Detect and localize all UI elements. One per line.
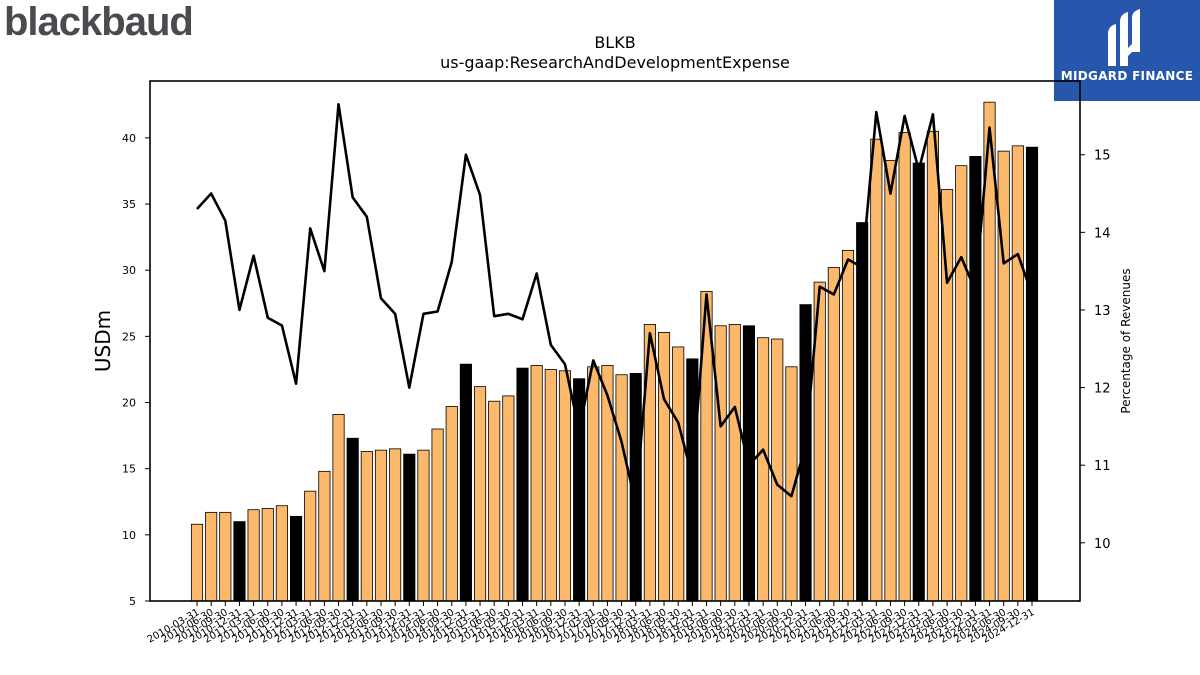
bar — [587, 366, 600, 602]
plot-frame — [149, 80, 1081, 602]
bar — [431, 428, 444, 602]
bar — [1025, 146, 1039, 602]
bar — [799, 304, 812, 602]
y-tick-label: 15 — [122, 463, 136, 476]
bar — [318, 470, 331, 602]
percentage-line — [196, 102, 1034, 506]
y-tick-label: 20 — [122, 397, 136, 410]
bar — [714, 325, 727, 602]
bar — [417, 449, 430, 602]
bar — [403, 453, 416, 602]
bar — [601, 365, 614, 602]
bar — [332, 414, 345, 602]
y-tick-label: 35 — [122, 198, 136, 211]
y2-tick-label: 12 — [1094, 382, 1111, 397]
bar — [502, 395, 515, 602]
bar — [190, 523, 204, 602]
y2-tick-label: 11 — [1094, 459, 1111, 474]
bar — [558, 370, 572, 602]
bar — [516, 367, 529, 602]
bar — [219, 511, 232, 602]
bar — [445, 406, 458, 602]
midgard-logo-icon — [1108, 9, 1140, 66]
bar — [374, 449, 388, 602]
bar — [233, 521, 246, 602]
bar — [856, 222, 869, 602]
bar — [205, 511, 218, 602]
bar — [686, 358, 699, 602]
bar — [360, 451, 373, 602]
y-tick-label: 25 — [122, 330, 136, 343]
bar — [473, 386, 487, 602]
bar — [757, 337, 770, 602]
bar — [898, 132, 911, 602]
bar — [275, 505, 288, 602]
y-tick-label: 30 — [122, 264, 136, 277]
axes: 5101520253035401011121314152010-03-31201… — [122, 80, 1111, 646]
y-axis-label: USDm — [91, 310, 115, 372]
bar — [912, 162, 925, 602]
y-tick-label: 5 — [129, 595, 136, 608]
bar — [969, 156, 982, 602]
y-tick-label: 10 — [122, 529, 136, 542]
bar — [389, 448, 402, 602]
bar — [346, 437, 359, 602]
bar — [728, 324, 741, 602]
bar — [884, 159, 897, 602]
bar — [941, 189, 954, 602]
bar — [530, 365, 543, 602]
bar — [827, 267, 840, 602]
bar — [488, 400, 501, 602]
bar — [672, 346, 685, 602]
bar — [1011, 145, 1024, 602]
bar — [955, 165, 968, 602]
chart-subtitle: us-gaap:ResearchAndDevelopmentExpense — [440, 53, 790, 72]
y2-tick-label: 15 — [1094, 149, 1111, 164]
midgard-finance-label: MIDGARD FINANCE — [1060, 69, 1194, 83]
y-tick-label: 40 — [122, 132, 136, 145]
bar — [247, 509, 260, 602]
bar — [771, 338, 784, 602]
chart-title: BLKB — [594, 33, 635, 52]
bar — [544, 369, 557, 602]
bar — [290, 515, 303, 602]
bar — [615, 374, 628, 602]
bar — [870, 138, 883, 602]
bar — [657, 331, 671, 602]
bar-series — [190, 101, 1039, 602]
y2-tick-label: 14 — [1094, 226, 1111, 241]
y2-tick-label: 10 — [1094, 537, 1111, 552]
y2-axis-label: Percentage of Revenues — [1119, 268, 1133, 413]
bar — [841, 249, 855, 602]
bar — [459, 363, 472, 602]
bar — [926, 130, 939, 602]
midgard-finance-badge: MIDGARD FINANCE — [1054, 0, 1200, 101]
y2-tick-label: 13 — [1094, 304, 1111, 319]
bar — [261, 507, 274, 602]
line-series — [196, 102, 1034, 506]
blackbaud-logo: blackbaud — [4, 0, 194, 44]
bar — [304, 490, 317, 602]
